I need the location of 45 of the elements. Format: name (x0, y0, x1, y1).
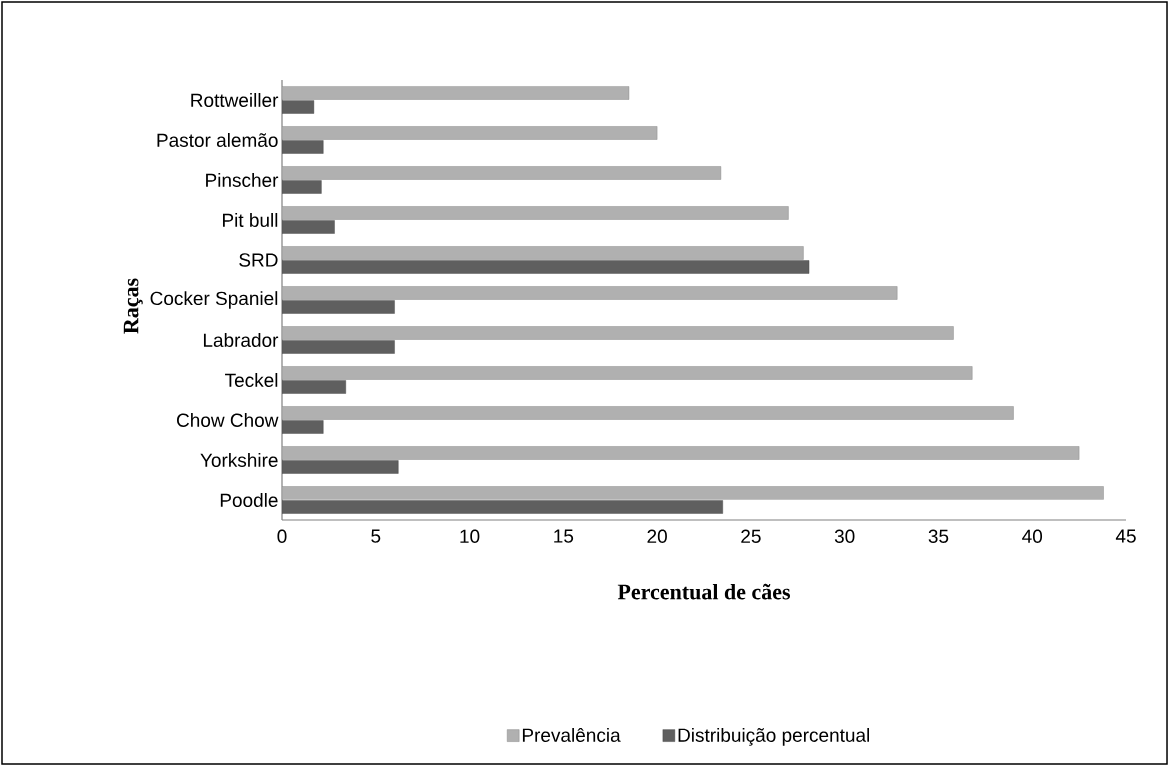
bar (282, 140, 324, 154)
legend-label: Distribuição percentual (678, 727, 869, 746)
bar (282, 286, 898, 300)
bar (282, 300, 395, 314)
bar (282, 246, 804, 260)
x-tick-label: 20 (647, 529, 667, 543)
y-tick-label: SRD (239, 253, 278, 267)
x-tick-label: 40 (1022, 529, 1043, 543)
y-tick-label: Labrador (203, 333, 279, 347)
bar (282, 486, 1104, 500)
bar (282, 446, 1080, 460)
bar (282, 206, 789, 220)
y-tick-label: Pit bull (223, 213, 278, 227)
bar (282, 500, 723, 514)
x-tick-label: 30 (834, 529, 855, 543)
bar (282, 260, 810, 274)
bar (282, 220, 335, 234)
bar (282, 340, 395, 354)
x-axis-title: Percentual de cães (617, 583, 791, 600)
x-tick-label: 0 (277, 529, 287, 543)
x-tick-label: 5 (371, 529, 381, 543)
y-tick-label: Pastor alemão (157, 133, 278, 147)
y-tick-label: Chow Chow (176, 413, 279, 427)
y-tick-label: Poodle (220, 493, 278, 507)
x-tick-label: 25 (741, 529, 761, 543)
y-tick-label: Cocker Spaniel (150, 291, 278, 309)
y-tick-label: Teckel (225, 373, 278, 387)
legend-label: Prevalência (522, 727, 621, 742)
bar (282, 406, 1014, 420)
y-tick-label: Yorkshire (200, 453, 278, 467)
y-axis-title: Raças (123, 278, 143, 334)
bar (282, 126, 658, 140)
bar (282, 86, 630, 100)
bar (282, 420, 324, 434)
bar (282, 460, 399, 474)
y-tick-label: Rottweiller (191, 93, 279, 107)
bar (282, 366, 973, 380)
bar (282, 326, 954, 340)
x-tick-label: 45 (1115, 529, 1136, 543)
x-tick-label: 10 (460, 529, 480, 543)
y-tick-label: Pinscher (206, 173, 279, 187)
x-tick-label: 35 (928, 529, 949, 543)
bar (282, 166, 722, 180)
x-tick-label: 15 (554, 529, 574, 543)
bar (282, 380, 346, 394)
